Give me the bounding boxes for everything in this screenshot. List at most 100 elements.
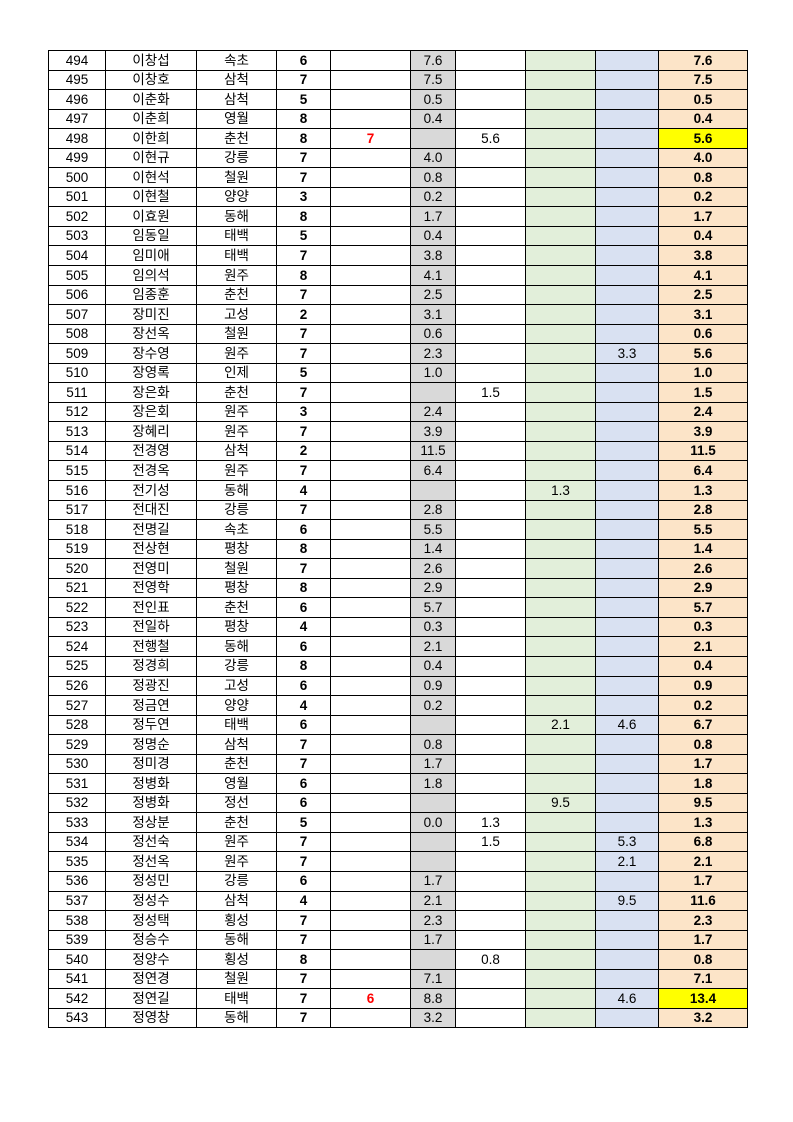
cell-value-gray[interactable]: 2.3: [410, 343, 456, 364]
cell-value-green[interactable]: [525, 890, 596, 912]
cell-value-white[interactable]: [455, 206, 526, 227]
cell-row-number[interactable]: 520: [48, 558, 106, 579]
cell-total[interactable]: 3.9: [658, 421, 748, 442]
cell-flag-value[interactable]: [330, 304, 411, 325]
cell-value-blue[interactable]: [595, 265, 659, 286]
cell-value-white[interactable]: [455, 147, 526, 169]
cell-value-blue[interactable]: [595, 89, 659, 110]
cell-value-gray[interactable]: 3.9: [410, 421, 456, 442]
cell-count[interactable]: 7: [276, 558, 331, 579]
cell-count[interactable]: 8: [276, 206, 331, 227]
cell-row-number[interactable]: 499: [48, 147, 106, 169]
table-row[interactable]: 515 전경옥 원주 7 6.4 6.4: [48, 460, 748, 482]
cell-person-name[interactable]: 전기성: [105, 480, 197, 501]
cell-value-blue[interactable]: [595, 636, 659, 657]
cell-flag-value[interactable]: [330, 695, 411, 716]
cell-total[interactable]: 0.8: [658, 734, 748, 755]
cell-count[interactable]: 4: [276, 480, 331, 501]
cell-person-name[interactable]: 정성수: [105, 890, 197, 912]
cell-flag-value[interactable]: [330, 753, 411, 775]
cell-value-gray[interactable]: 1.7: [410, 753, 456, 775]
cell-value-blue[interactable]: 4.6: [595, 988, 659, 1009]
cell-flag-value[interactable]: [330, 890, 411, 912]
cell-count[interactable]: 5: [276, 89, 331, 110]
cell-value-green[interactable]: [525, 655, 596, 677]
cell-value-blue[interactable]: [595, 675, 659, 697]
table-row[interactable]: 538 정성택 횡성 7 2.3 2.3: [48, 910, 748, 931]
cell-flag-value[interactable]: [330, 343, 411, 364]
cell-value-green[interactable]: [525, 870, 596, 892]
cell-value-green[interactable]: [525, 968, 596, 990]
cell-value-gray[interactable]: 7.1: [410, 968, 456, 990]
cell-flag-value[interactable]: [330, 773, 411, 794]
cell-value-green[interactable]: [525, 577, 596, 599]
table-row[interactable]: 497 이춘희 영월 8 0.4 0.4: [48, 108, 748, 130]
cell-value-white[interactable]: [455, 343, 526, 364]
table-row[interactable]: 508 장선옥 철원 7 0.6 0.6: [48, 323, 748, 345]
cell-flag-value[interactable]: [330, 50, 411, 71]
cell-flag-value[interactable]: [330, 108, 411, 130]
table-row[interactable]: 523 전일하 평창 4 0.3 0.3: [48, 616, 748, 638]
cell-city[interactable]: 춘천: [196, 284, 277, 306]
cell-row-number[interactable]: 533: [48, 812, 106, 833]
table-row[interactable]: 509 장수영 원주 7 2.3 3.3 5.6: [48, 343, 748, 364]
cell-value-gray[interactable]: [410, 831, 456, 853]
cell-count[interactable]: 7: [276, 421, 331, 442]
cell-total[interactable]: 0.4: [658, 655, 748, 677]
cell-city[interactable]: 횡성: [196, 910, 277, 931]
cell-value-gray[interactable]: 0.0: [410, 812, 456, 833]
cell-person-name[interactable]: 정양수: [105, 949, 197, 970]
cell-value-green[interactable]: [525, 675, 596, 697]
cell-row-number[interactable]: 510: [48, 362, 106, 384]
cell-person-name[interactable]: 임의석: [105, 265, 197, 286]
table-row[interactable]: 512 장은회 원주 3 2.4 2.4: [48, 401, 748, 423]
cell-total[interactable]: 1.7: [658, 753, 748, 775]
cell-city[interactable]: 태백: [196, 245, 277, 267]
cell-value-blue[interactable]: [595, 519, 659, 540]
cell-value-gray[interactable]: 1.4: [410, 538, 456, 560]
cell-value-blue[interactable]: [595, 655, 659, 677]
cell-value-green[interactable]: [525, 910, 596, 931]
cell-value-white[interactable]: [455, 558, 526, 579]
cell-flag-value[interactable]: [330, 382, 411, 403]
table-row[interactable]: 516 전기성 동해 4 1.3 1.3: [48, 480, 748, 501]
cell-total[interactable]: 3.1: [658, 304, 748, 325]
cell-value-blue[interactable]: 2.1: [595, 851, 659, 872]
table-row[interactable]: 524 전행철 동해 6 2.1 2.1: [48, 636, 748, 657]
cell-total[interactable]: 0.8: [658, 949, 748, 970]
cell-person-name[interactable]: 정미경: [105, 753, 197, 775]
cell-person-name[interactable]: 장은화: [105, 382, 197, 403]
cell-row-number[interactable]: 527: [48, 695, 106, 716]
cell-total[interactable]: 0.2: [658, 695, 748, 716]
cell-value-blue[interactable]: [595, 284, 659, 306]
cell-flag-value[interactable]: 6: [330, 988, 411, 1009]
table-row[interactable]: 542 정연길 태백 7 6 8.8 4.6 13.4: [48, 988, 748, 1009]
cell-person-name[interactable]: 정선숙: [105, 831, 197, 853]
cell-value-blue[interactable]: [595, 558, 659, 579]
cell-person-name[interactable]: 이창호: [105, 69, 197, 91]
cell-person-name[interactable]: 정상분: [105, 812, 197, 833]
cell-row-number[interactable]: 495: [48, 69, 106, 91]
cell-flag-value[interactable]: [330, 323, 411, 345]
cell-count[interactable]: 8: [276, 108, 331, 130]
cell-person-name[interactable]: 장미진: [105, 304, 197, 325]
cell-city[interactable]: 삼척: [196, 440, 277, 462]
cell-total[interactable]: 2.3: [658, 910, 748, 931]
cell-total[interactable]: 6.7: [658, 714, 748, 736]
cell-flag-value[interactable]: 7: [330, 128, 411, 149]
cell-value-gray[interactable]: 8.8: [410, 988, 456, 1009]
cell-city[interactable]: 춘천: [196, 597, 277, 618]
cell-value-green[interactable]: [525, 69, 596, 91]
cell-value-gray[interactable]: 11.5: [410, 440, 456, 462]
cell-value-gray[interactable]: 2.8: [410, 499, 456, 521]
cell-value-green[interactable]: [525, 147, 596, 169]
cell-city[interactable]: 삼척: [196, 69, 277, 91]
cell-value-blue[interactable]: [595, 538, 659, 560]
cell-value-blue[interactable]: [595, 460, 659, 482]
cell-value-white[interactable]: [455, 753, 526, 775]
cell-value-blue[interactable]: [595, 597, 659, 618]
cell-row-number[interactable]: 528: [48, 714, 106, 736]
cell-total[interactable]: 0.8: [658, 167, 748, 188]
cell-value-white[interactable]: [455, 910, 526, 931]
cell-city[interactable]: 철원: [196, 323, 277, 345]
